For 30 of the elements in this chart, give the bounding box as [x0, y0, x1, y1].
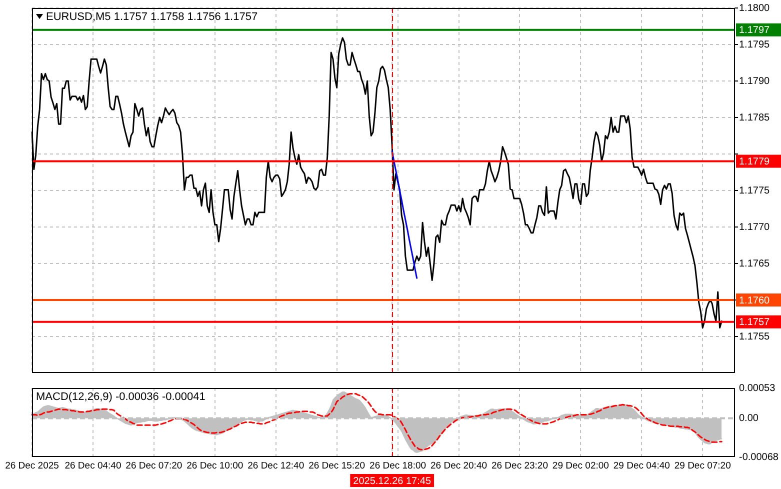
- chart-title: MACD(12,26,9) -0.00036 -0.00041: [36, 391, 206, 404]
- ref-line-label: 1.1797: [739, 25, 770, 36]
- y-tick-label: 0.00053: [739, 382, 776, 394]
- y-tick-label: 1.1800: [739, 2, 770, 14]
- y-tick-label: 1.1785: [739, 112, 770, 124]
- x-tick-label: 29 Dec 02:00: [552, 460, 609, 472]
- y-tick-label: 1.1765: [739, 258, 770, 270]
- y-tick-label: -0.00068: [739, 452, 779, 463]
- x-tick-label: 26 Dec 15:20: [308, 460, 366, 472]
- y-tick-label: 1.1795: [739, 39, 770, 50]
- chart-title: EURUSD,M5 1.1757 1.1758 1.1756 1.1757: [46, 11, 258, 24]
- x-tick-label: 29 Dec 04:40: [613, 460, 670, 472]
- y-tick-label: 0.00: [739, 412, 759, 424]
- x-tick-label: 26 Dec 04:40: [64, 460, 122, 472]
- x-tick-label: 26 Dec 18:00: [370, 460, 426, 472]
- x-tick-label: 26 Dec 10:00: [186, 460, 244, 472]
- x-tick-label: 26 Dec 2025: [5, 460, 59, 472]
- x-tick-label: 29 Dec 07:20: [674, 460, 731, 472]
- x-tick-label: 26 Dec 07:20: [126, 460, 182, 472]
- x-tick-label: 2025.12.26 17:45: [353, 476, 432, 487]
- y-tick-label: 1.1790: [739, 76, 770, 87]
- x-tick-label: 26 Dec 20:40: [430, 460, 488, 472]
- ref-line-label: 1.1779: [739, 156, 770, 168]
- y-tick-label: 1.1770: [739, 222, 770, 233]
- y-tick-label: 1.1775: [739, 185, 770, 196]
- ref-line-label: 1.1757: [739, 317, 770, 328]
- y-tick-label: 1.1755: [739, 331, 770, 342]
- x-tick-label: 26 Dec 12:40: [248, 460, 304, 472]
- x-tick-label: 26 Dec 23:20: [491, 460, 548, 472]
- ref-line-label: 1.1760: [739, 295, 770, 306]
